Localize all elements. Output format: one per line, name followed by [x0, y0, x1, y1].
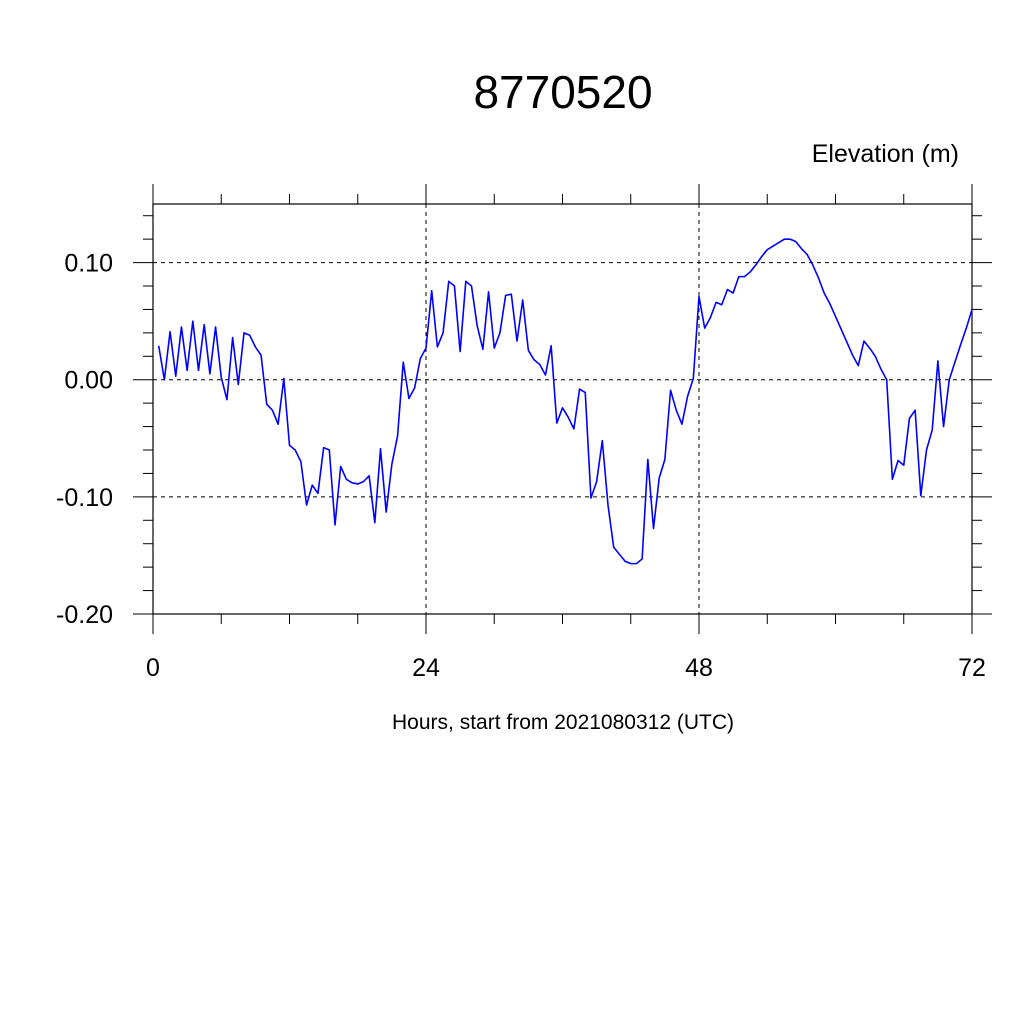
x-tick-label: 24: [412, 654, 440, 682]
series-line: [157, 238, 973, 565]
chart-subtitle: Elevation (m): [812, 140, 959, 168]
y-tick-label: 0.10: [64, 250, 113, 278]
y-tick-label: -0.10: [56, 484, 113, 512]
grid-lines: [153, 204, 972, 614]
x-tick-label: 72: [958, 654, 986, 682]
tick-labels: 0 24 48 72 0.10 0.00 -0.10 -0.20: [56, 250, 986, 682]
x-axis-label: Hours, start from 2021080312 (UTC): [392, 711, 734, 734]
plot-frame: [152, 203, 973, 615]
x-tick-label: 48: [685, 654, 713, 682]
y-tick-label: -0.20: [56, 601, 113, 629]
x-tick-label: 0: [146, 654, 160, 682]
chart-title: 8770520: [473, 66, 652, 118]
axis-ticks: [133, 184, 992, 634]
y-tick-label: 0.00: [64, 367, 113, 395]
